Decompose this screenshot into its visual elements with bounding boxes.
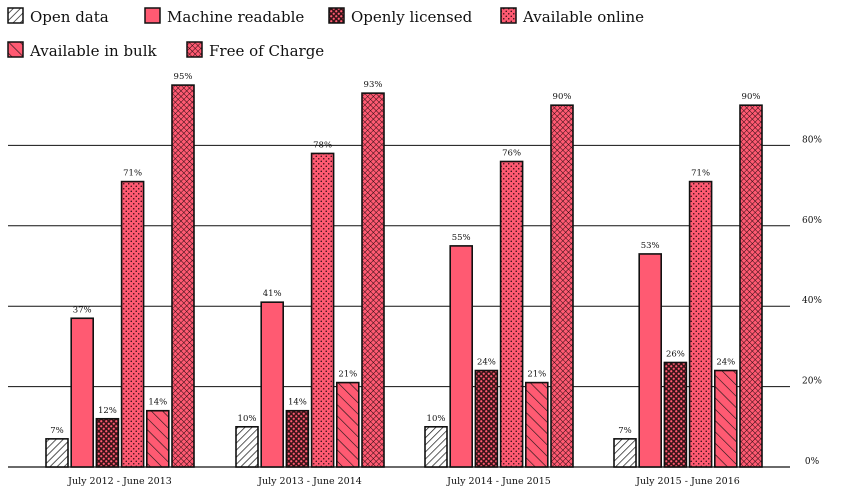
- value-label-available-online-4: 71%: [691, 169, 710, 179]
- value-label-open-data-3: 10%: [427, 414, 446, 424]
- legend-label-open-data: Open data: [30, 8, 109, 26]
- bar-free-of-charge-2: [361, 92, 385, 468]
- x-tick-label-3: July 2014 - June 2015: [446, 476, 551, 487]
- legend-swatch-machine-readable: [144, 7, 161, 24]
- value-label-available-online-1: 71%: [123, 169, 142, 179]
- x-tick-label-1: July 2012 - June 2013: [67, 476, 172, 487]
- bar-machine-readable-1: [70, 317, 94, 468]
- bar-available-online-2: [310, 152, 335, 468]
- bar-free-of-charge-3: [550, 104, 574, 468]
- bar-available-in-bulk-2: [335, 381, 360, 468]
- bar-openly-licensed-1: [95, 417, 120, 468]
- bar-free-of-charge-4: [739, 104, 763, 468]
- bar-machine-readable-3: [449, 245, 474, 468]
- value-label-free-of-charge-3: 90%: [553, 92, 572, 102]
- value-label-machine-readable-3: 55%: [452, 233, 471, 243]
- value-label-available-in-bulk-4: 24%: [716, 358, 735, 368]
- bars: [45, 84, 763, 468]
- bar-machine-readable-2: [260, 301, 285, 468]
- bar-open-data-4: [613, 438, 637, 468]
- legend-label-openly-licensed: Openly licensed: [351, 8, 473, 26]
- value-label-open-data-2: 10%: [238, 414, 257, 424]
- y-tick-label-40: 40%: [802, 296, 822, 306]
- value-label-free-of-charge-1: 95%: [174, 72, 193, 82]
- legend-swatch-available-in-bulk: [7, 41, 24, 58]
- value-label-open-data-4: 7%: [618, 426, 632, 436]
- legend-swatch-available-online: [500, 7, 517, 24]
- value-label-available-in-bulk-1: 14%: [148, 398, 167, 408]
- value-label-machine-readable-4: 53%: [641, 241, 660, 251]
- y-tick-label-60: 60%: [802, 216, 822, 226]
- value-label-machine-readable-1: 37%: [73, 305, 92, 315]
- value-label-available-in-bulk-2: 21%: [338, 370, 357, 380]
- y-axis-ticks: 0% 20% 40% 60% 80%: [802, 135, 822, 467]
- legend-swatch-openly-licensed: [328, 7, 345, 24]
- bar-openly-licensed-3: [474, 369, 499, 468]
- bar-free-of-charge-1: [171, 84, 195, 468]
- value-label-openly-licensed-3: 24%: [477, 358, 496, 368]
- y-tick-label-20: 20%: [802, 377, 822, 387]
- value-labels: 7% 37% 12% 71% 14% 95% 10% 41% 14% 78% 21% 93% 10% 55…: [50, 72, 760, 436]
- bar-open-data-2: [235, 425, 259, 468]
- value-label-available-online-2: 78%: [313, 140, 332, 150]
- legend-label-available-in-bulk: Available in bulk: [29, 42, 158, 60]
- legend-swatch-free-of-charge: [186, 41, 203, 58]
- legend-swatch-open-data: [7, 7, 24, 24]
- x-axis-ticks: July 2012 - June 2013 July 2013 - June 20…: [67, 476, 740, 487]
- bar-open-data-1: [45, 438, 69, 468]
- bar-available-online-4: [688, 180, 713, 468]
- bar-machine-readable-4: [638, 253, 663, 468]
- value-label-openly-licensed-1: 12%: [98, 406, 117, 416]
- x-tick-label-4: July 2015 - June 2016: [635, 476, 740, 487]
- value-label-openly-licensed-4: 26%: [666, 349, 685, 359]
- y-tick-label-80: 80%: [802, 135, 822, 145]
- bar-openly-licensed-4: [663, 361, 688, 468]
- y-tick-label-0: 0%: [805, 457, 820, 467]
- value-label-openly-licensed-2: 14%: [288, 398, 307, 408]
- bar-available-in-bulk-4: [713, 369, 738, 468]
- value-label-open-data-1: 7%: [50, 426, 64, 436]
- bar-available-in-bulk-1: [146, 409, 170, 468]
- legend-label-free-of-charge: Free of Charge: [209, 42, 324, 60]
- bar-available-online-3: [499, 160, 524, 468]
- bar-available-online-1: [120, 180, 145, 468]
- value-label-free-of-charge-4: 90%: [742, 92, 761, 102]
- bar-open-data-3: [424, 425, 448, 468]
- legend-label-available-online: Available online: [522, 8, 644, 26]
- bar-available-in-bulk-3: [524, 381, 549, 468]
- value-label-available-in-bulk-3: 21%: [527, 370, 546, 380]
- legend-label-machine-readable: Machine readable: [167, 8, 304, 26]
- bar-openly-licensed-2: [285, 409, 310, 468]
- value-label-free-of-charge-2: 93%: [364, 80, 383, 90]
- value-label-machine-readable-2: 41%: [263, 289, 282, 299]
- x-tick-label-2: July 2013 - June 2014: [257, 476, 362, 487]
- value-label-available-online-3: 76%: [502, 148, 521, 158]
- legend: Open data Machine readable Openly licensed…: [7, 7, 644, 60]
